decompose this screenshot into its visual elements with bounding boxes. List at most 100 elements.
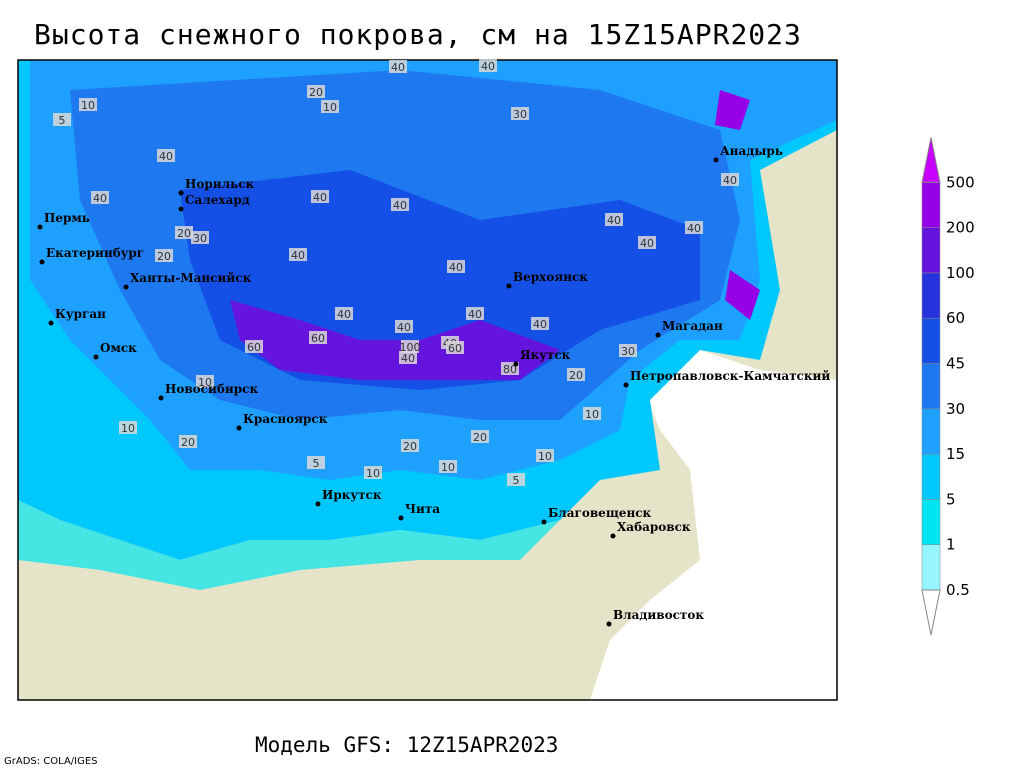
contour-label-box — [175, 226, 193, 239]
contour-label-box — [157, 149, 175, 162]
contour-label: 40 — [401, 352, 415, 365]
contour-label-box — [619, 344, 637, 357]
city-label: Петропавловск-Камчатский — [630, 369, 830, 383]
city-label: Екатеринбург — [46, 246, 144, 260]
cities: Норильск Салехард Пермь Екатеринбург Ханты-М… — [37, 144, 830, 627]
contour-label-box — [395, 320, 413, 333]
city-label: Красноярск — [243, 412, 328, 426]
contour-label: 40 — [533, 318, 547, 331]
contour-label: 40 — [337, 308, 351, 321]
colorbar-label: 1 — [946, 536, 956, 554]
city-label: Курган — [55, 307, 106, 321]
contour-label: 10 — [198, 376, 212, 389]
contour-label-box — [309, 331, 327, 344]
colorbar-band — [921, 544, 941, 591]
city-label: Хабаровск — [617, 520, 691, 534]
colorbar-label: 45 — [946, 355, 965, 373]
colorbar-label: 200 — [946, 219, 975, 237]
city-dot — [398, 515, 404, 521]
contour-label-box — [289, 248, 307, 261]
contour-label-box — [191, 231, 209, 244]
city-dot — [123, 284, 129, 290]
credit: GrADS: COLA/IGES — [4, 756, 98, 767]
contour-label: 20 — [569, 369, 583, 382]
city-label: Ханты-Мансийск — [130, 271, 252, 285]
contour-label-box — [471, 430, 489, 443]
city-dot — [37, 224, 43, 230]
colorbar-label: 0.5 — [946, 581, 970, 599]
city-dot — [315, 501, 321, 507]
snow-1 — [18, 500, 560, 590]
contour-label-box — [507, 473, 525, 486]
contour-label-box — [466, 307, 484, 320]
footer: Модель GFS: 12Z15APR2023 — [255, 733, 558, 757]
contour-label-box — [391, 198, 409, 211]
contour-label: 40 — [391, 61, 405, 74]
contour-label: 40 — [397, 321, 411, 334]
contour-label-box — [399, 351, 417, 364]
city-label: Магадан — [662, 319, 723, 333]
contour-label-box — [196, 375, 214, 388]
city-label: Анадырь — [720, 144, 783, 158]
contour-label-box — [53, 113, 71, 126]
contour-label-box — [439, 460, 457, 473]
contour-label: 30 — [621, 345, 635, 358]
contour-label: 60 — [311, 332, 325, 345]
city-dot — [178, 190, 184, 196]
contour-label: 40 — [607, 214, 621, 227]
colorbar-label: 5 — [946, 490, 956, 508]
contour-label: 40 — [159, 150, 173, 163]
contour-label-box — [685, 221, 703, 234]
city-label: Новосибирск — [165, 382, 258, 396]
contour-label: 30 — [513, 108, 527, 121]
colorbar-band — [921, 363, 941, 410]
colorbar-band — [921, 227, 941, 274]
contour-label: 10 — [366, 467, 380, 480]
contour-label: 60 — [448, 342, 462, 355]
contour-label: 20 — [177, 227, 191, 240]
contour-label: 40 — [313, 191, 327, 204]
contour-label-box — [721, 173, 739, 186]
contour-label: 40 — [687, 222, 701, 235]
contour-label: 10 — [121, 422, 135, 435]
city-dot — [513, 361, 519, 367]
contour-label-box — [583, 407, 601, 420]
contour-label: 20 — [473, 431, 487, 444]
contour-label-box — [307, 456, 325, 469]
contour-label-box — [567, 368, 585, 381]
snow-100 — [230, 300, 560, 380]
contour-label-box — [91, 191, 109, 204]
city-label: Верхоянск — [513, 270, 588, 284]
city-label: Чита — [405, 502, 440, 516]
contour-label-box — [364, 466, 382, 479]
contour-label: 80 — [503, 363, 517, 376]
contour-label-box — [638, 236, 656, 249]
contour-label: 10 — [81, 99, 95, 112]
contour-label-box — [179, 435, 197, 448]
city-label: Якутск — [520, 348, 571, 362]
contour-label: 10 — [323, 101, 337, 114]
city-label: Пермь — [44, 211, 90, 225]
city-dot — [713, 157, 719, 163]
contour-label-box — [155, 249, 173, 262]
contour-label: 40 — [449, 261, 463, 274]
contour-label-box — [79, 98, 97, 111]
contour-label: 10 — [441, 461, 455, 474]
colorbar-bottom — [921, 589, 941, 636]
city-dot — [39, 259, 45, 265]
colorbar-label: 30 — [946, 400, 965, 418]
contour-label: 40 — [481, 60, 495, 73]
pacific-sea — [590, 350, 837, 700]
city-dot — [606, 621, 612, 627]
contour-label-box — [389, 60, 407, 73]
contour-label-box — [119, 421, 137, 434]
colorbar-label: 60 — [946, 309, 965, 327]
contour-label-box — [446, 341, 464, 354]
city-label: Омск — [100, 341, 137, 355]
contour-label: 10 — [585, 408, 599, 421]
contour-label-box — [245, 340, 263, 353]
colorbar-band — [921, 317, 941, 364]
contour-label-box — [335, 307, 353, 320]
city-dot — [48, 320, 54, 326]
